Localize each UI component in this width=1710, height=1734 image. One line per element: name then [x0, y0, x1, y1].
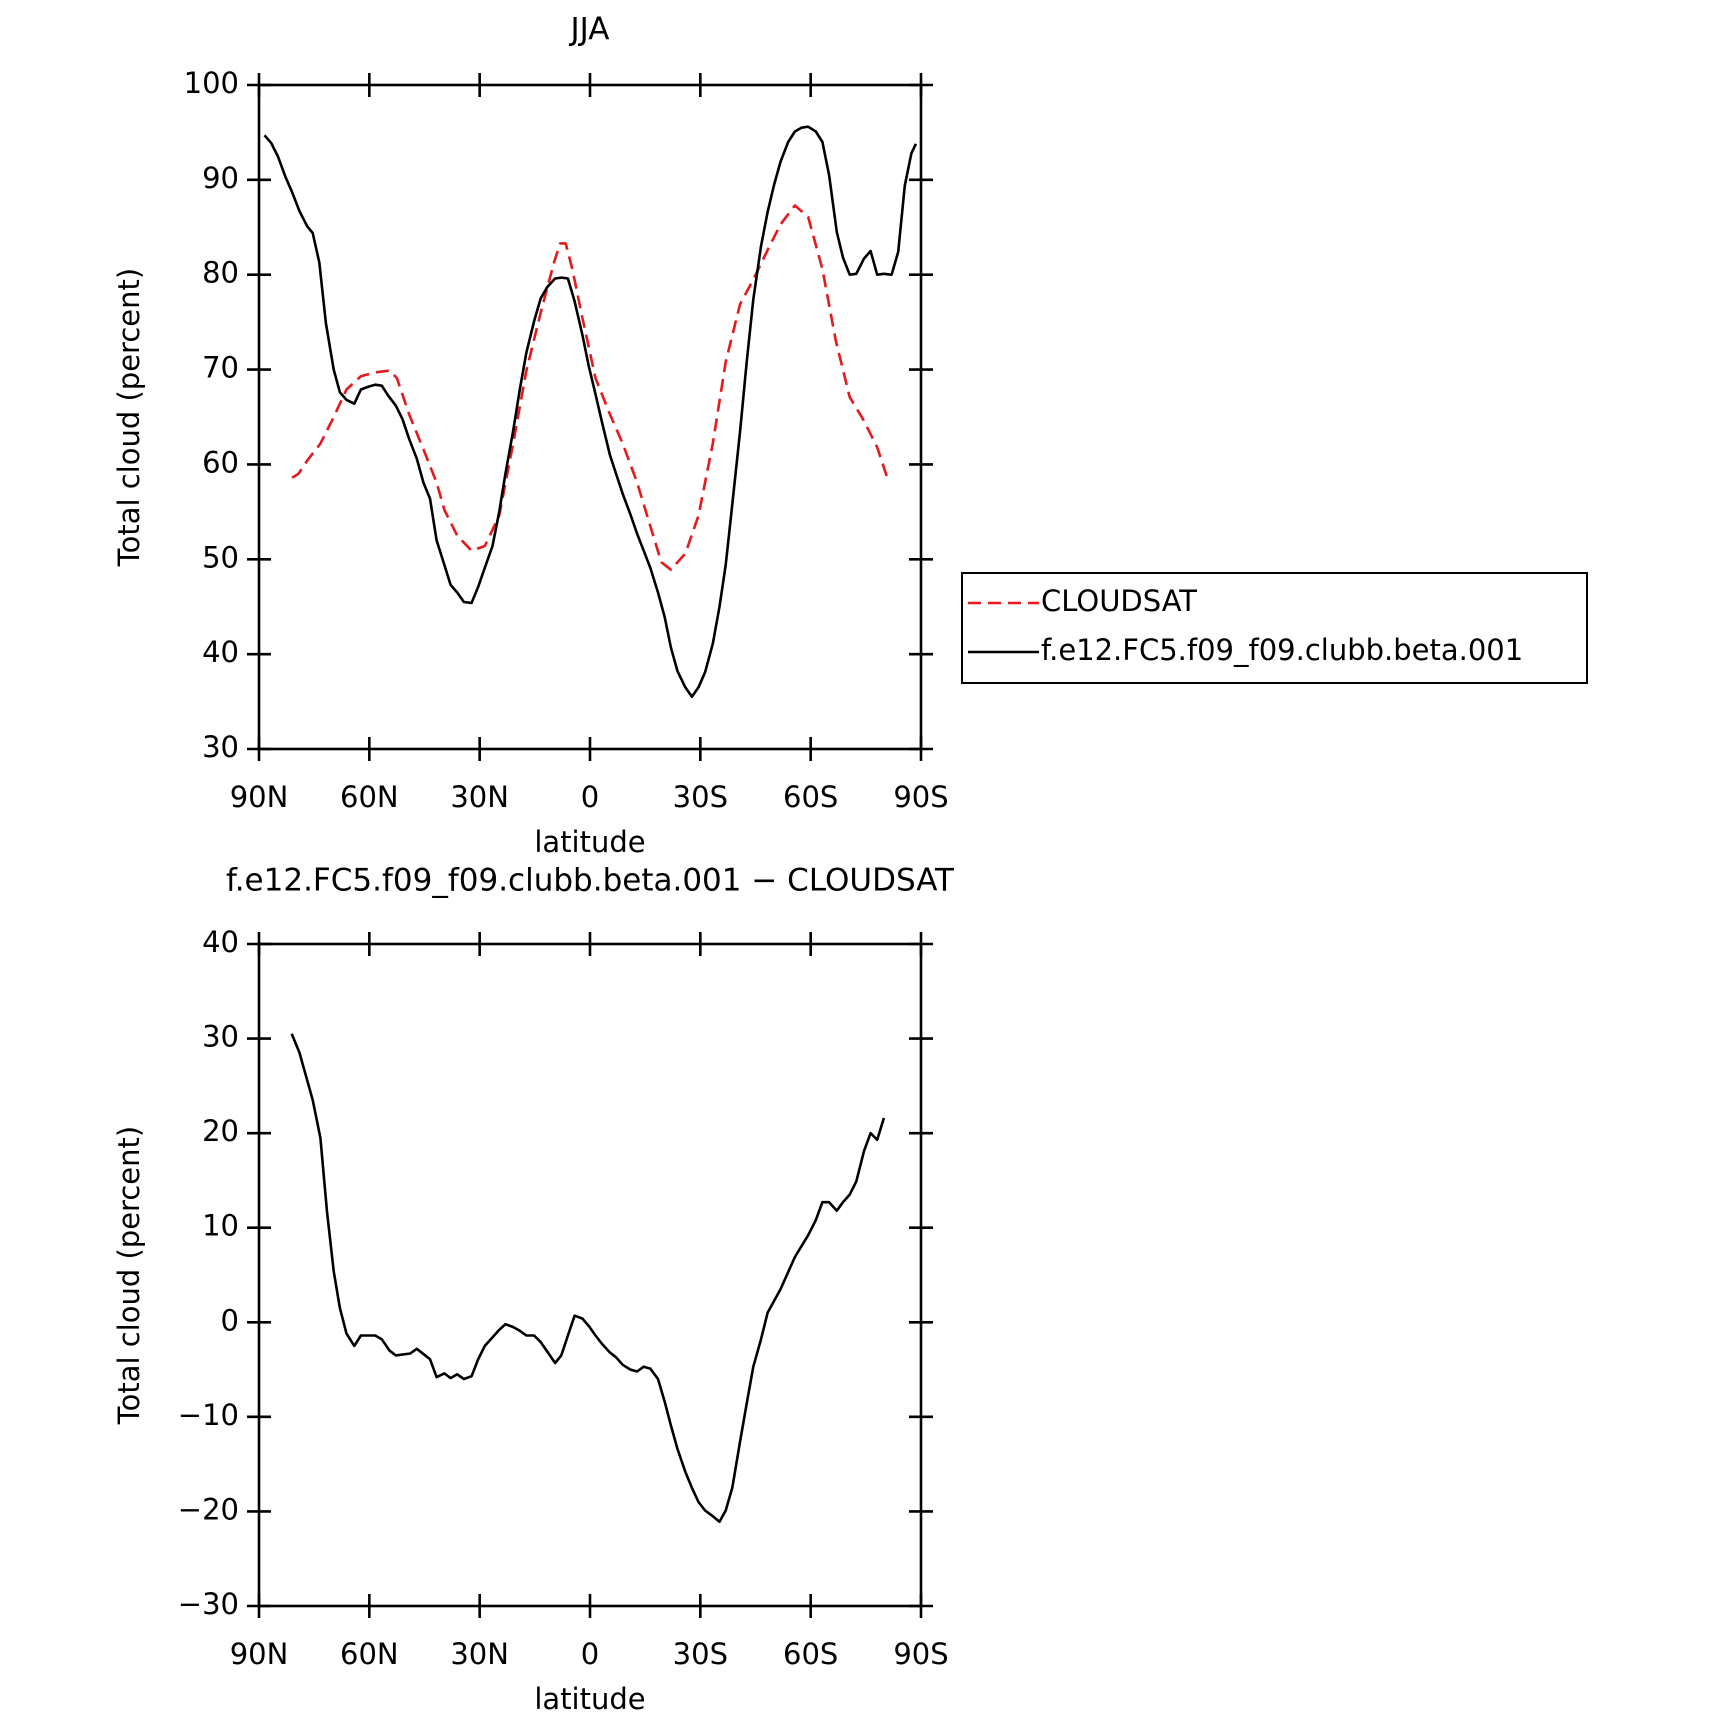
plot-frame [257, 942, 923, 1608]
x-tick-label: 30S [673, 1637, 728, 1671]
x-tick-label: 60N [340, 780, 399, 814]
x-tick-label: 30N [450, 1637, 509, 1671]
y-tick-label: −20 [178, 1492, 239, 1526]
x-tick-label: 90S [893, 780, 948, 814]
x-tick-label: 90N [230, 780, 289, 814]
data-line [290, 1033, 886, 1524]
y-tick-label: −30 [178, 1587, 239, 1621]
y-tick-label: 100 [184, 66, 239, 100]
x-tick-label: 90S [893, 1637, 948, 1671]
x-axis-label: latitude [534, 825, 645, 859]
y-tick-label: 20 [202, 1114, 239, 1148]
y-tick-label: 0 [221, 1303, 239, 1337]
legend-label: f.e12.FC5.f09_f09.clubb.beta.001 [1041, 633, 1523, 667]
y-axis-label: Total cloud (percent) [112, 1126, 146, 1425]
y-tick-label: 30 [202, 1020, 239, 1054]
x-axis-label: latitude [534, 1682, 645, 1716]
y-axis-label: Total cloud (percent) [112, 268, 146, 567]
y-tick-label: 40 [202, 925, 239, 959]
y-tick-label: 80 [202, 256, 239, 290]
data-line [291, 204, 890, 571]
y-tick-label: 90 [202, 161, 239, 195]
x-tick-label: 60N [340, 1637, 399, 1671]
legend-box [961, 572, 1588, 684]
chart-title: JJA [569, 12, 610, 48]
x-tick-label: 30N [450, 780, 509, 814]
x-tick-label: 0 [581, 1637, 599, 1671]
x-tick-label: 90N [230, 1637, 289, 1671]
y-tick-label: 70 [202, 351, 239, 385]
y-tick-label: 50 [202, 540, 239, 574]
y-tick-label: 60 [202, 445, 239, 479]
x-tick-label: 60S [783, 1637, 838, 1671]
x-tick-label: 60S [783, 780, 838, 814]
y-tick-label: −10 [178, 1398, 239, 1432]
y-tick-label: 30 [202, 730, 239, 764]
data-line [263, 125, 918, 699]
x-tick-label: 30S [673, 780, 728, 814]
legend-label: CLOUDSAT [1041, 584, 1197, 618]
plot-frame [257, 83, 923, 751]
y-tick-label: 40 [202, 635, 239, 669]
x-tick-label: 0 [581, 780, 599, 814]
y-tick-label: 10 [202, 1209, 239, 1243]
chart-title: f.e12.FC5.f09_f09.clubb.beta.001 − CLOUD… [226, 863, 955, 899]
